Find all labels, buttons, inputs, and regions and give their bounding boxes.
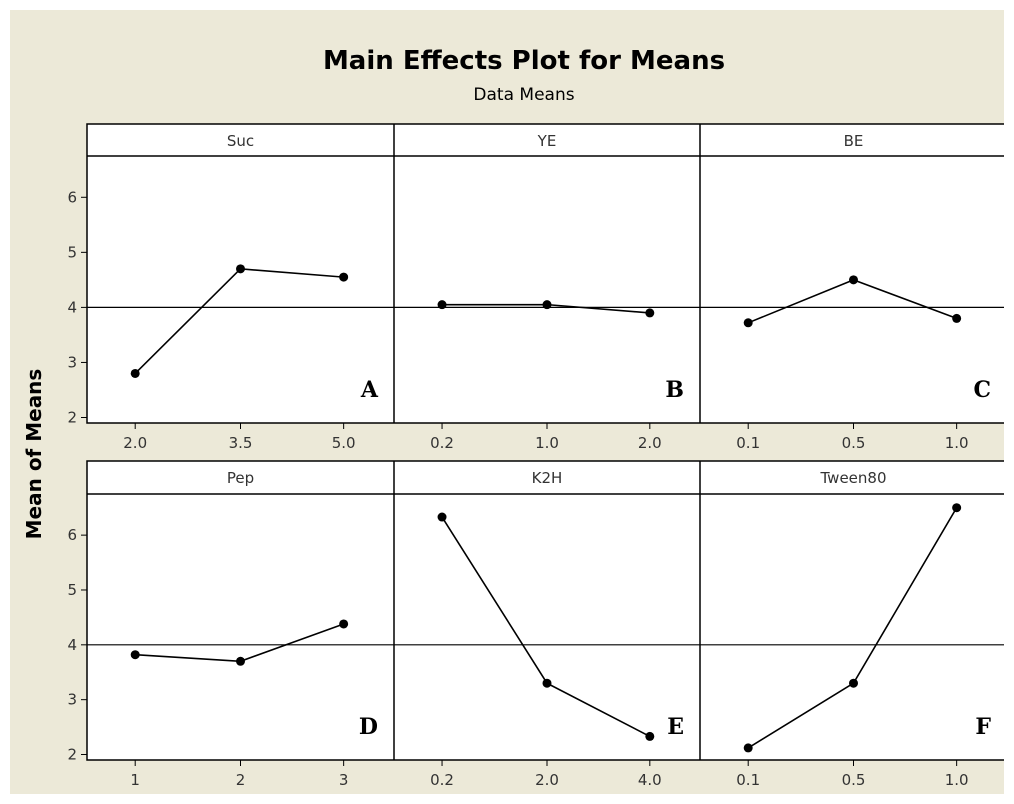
x-tick-label: 3 (339, 771, 349, 789)
panel-row-box (86, 460, 1004, 761)
data-point (645, 731, 655, 741)
x-tick-label: 0.5 (842, 434, 866, 452)
data-point (236, 264, 245, 274)
x-tick-label: 2.0 (638, 434, 662, 452)
data-point (849, 678, 858, 688)
data-point (437, 300, 447, 310)
data-point (130, 650, 140, 660)
x-tick-label: 0.2 (430, 771, 454, 789)
x-tick-label: 0.1 (736, 434, 760, 452)
y-tick-label: 6 (67, 188, 77, 206)
panel-strip-label: K2H (532, 469, 563, 487)
x-tick-label: 1.0 (945, 771, 969, 789)
x-tick-label: 2 (236, 771, 246, 789)
x-tick-label: 0.5 (842, 771, 866, 789)
x-tick-label: 1.0 (535, 434, 559, 452)
data-point (236, 656, 245, 666)
x-tick-label: 2.0 (535, 771, 559, 789)
y-tick-label: 4 (67, 636, 77, 654)
data-point (645, 308, 655, 318)
data-point (743, 318, 753, 328)
panel-strip-label: Suc (227, 132, 254, 150)
x-tick-label: 3.5 (229, 434, 253, 452)
x-tick-label: 0.1 (736, 771, 760, 789)
data-point (743, 743, 753, 753)
chart-subtitle: Data Means (473, 85, 574, 105)
y-axis-label: Mean of Means (22, 369, 46, 540)
y-tick-label: 2 (67, 746, 77, 764)
chart-frame: Main Effects Plot for Means Data Means M… (10, 10, 1004, 794)
panel-letter: B (665, 377, 684, 403)
panel-strip-label: Pep (227, 469, 254, 487)
y-tick-label: 2 (67, 408, 77, 426)
data-point (437, 512, 447, 522)
panel-strip-label: BE (844, 132, 864, 150)
chart-title: Main Effects Plot for Means (323, 46, 725, 76)
x-tick-label: 1 (130, 771, 140, 789)
panel-letter: E (667, 714, 684, 740)
y-tick-label: 6 (67, 526, 77, 544)
y-tick-label: 3 (67, 353, 77, 371)
data-point (952, 503, 962, 513)
x-tick-label: 5.0 (332, 434, 356, 452)
panel-strip-label: YE (537, 132, 557, 150)
panel-letter: A (360, 377, 379, 403)
panels-group: 2 3 4 5 6 Suc 2.0 3.5 5.0 A YE 0.2 1.0 2.0 B BE 0.1 0.5 1.… (67, 123, 1004, 789)
data-point (542, 678, 552, 688)
data-point (849, 275, 858, 285)
y-tick-label: 5 (67, 581, 77, 599)
panel-letter: C (973, 377, 991, 403)
panel-strip-label: Tween80 (820, 469, 887, 487)
data-point (542, 300, 552, 310)
data-point (339, 272, 349, 282)
x-tick-label: 2.0 (123, 434, 147, 452)
data-point (339, 619, 349, 629)
x-tick-label: 0.2 (430, 434, 454, 452)
panel-letter: D (359, 714, 378, 740)
data-point (130, 368, 140, 378)
y-tick-label: 5 (67, 243, 77, 261)
y-tick-label: 4 (67, 298, 77, 316)
x-tick-label: 1.0 (945, 434, 969, 452)
panel-row-box (86, 123, 1004, 424)
data-point (952, 313, 962, 323)
panel-letter: F (975, 714, 991, 740)
x-tick-label: 4.0 (638, 771, 662, 789)
main-effects-chart: Main Effects Plot for Means Data Means M… (22, 46, 1004, 789)
y-tick-label: 3 (67, 691, 77, 709)
